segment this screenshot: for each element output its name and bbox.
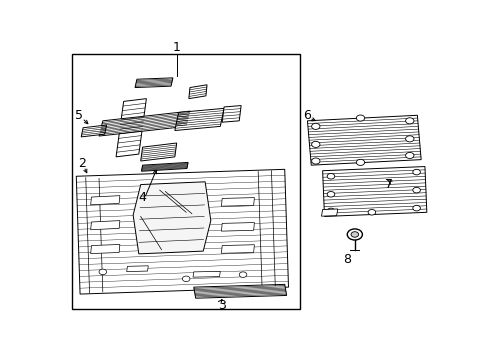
Polygon shape [193, 271, 220, 277]
Polygon shape [81, 125, 106, 137]
Circle shape [182, 276, 189, 282]
Polygon shape [133, 182, 210, 254]
Circle shape [356, 159, 364, 166]
Polygon shape [322, 167, 426, 216]
Circle shape [405, 136, 413, 142]
Text: 1: 1 [172, 41, 180, 54]
Circle shape [412, 187, 420, 193]
Text: 3: 3 [218, 299, 225, 312]
Polygon shape [188, 85, 206, 99]
Polygon shape [126, 266, 148, 271]
Circle shape [326, 174, 334, 179]
Bar [72, 54, 299, 309]
Circle shape [356, 115, 364, 121]
Polygon shape [307, 115, 420, 165]
Polygon shape [321, 209, 337, 216]
Polygon shape [90, 244, 120, 253]
Text: 7: 7 [384, 178, 392, 191]
Polygon shape [175, 108, 224, 131]
Polygon shape [221, 198, 254, 206]
Circle shape [412, 205, 420, 211]
Circle shape [405, 118, 413, 124]
Circle shape [311, 158, 319, 164]
Text: 2: 2 [78, 157, 86, 170]
Polygon shape [99, 111, 189, 136]
Circle shape [326, 192, 334, 197]
Circle shape [405, 152, 413, 158]
Polygon shape [221, 245, 254, 253]
Polygon shape [141, 143, 176, 161]
Circle shape [239, 272, 246, 278]
Polygon shape [90, 221, 120, 230]
Polygon shape [90, 195, 120, 205]
Polygon shape [221, 222, 254, 231]
Text: 8: 8 [343, 253, 350, 266]
Polygon shape [222, 105, 241, 122]
Circle shape [311, 141, 319, 148]
Polygon shape [135, 78, 173, 87]
Polygon shape [76, 169, 288, 294]
Circle shape [346, 229, 362, 240]
Circle shape [367, 210, 375, 215]
Circle shape [311, 123, 319, 129]
Text: 4: 4 [139, 190, 146, 203]
Polygon shape [193, 284, 286, 298]
Circle shape [99, 269, 106, 275]
Circle shape [412, 169, 420, 175]
Text: 6: 6 [303, 109, 311, 122]
Polygon shape [116, 99, 146, 157]
Circle shape [350, 232, 358, 237]
Text: 5: 5 [75, 109, 83, 122]
Polygon shape [141, 162, 188, 171]
Circle shape [326, 208, 334, 214]
